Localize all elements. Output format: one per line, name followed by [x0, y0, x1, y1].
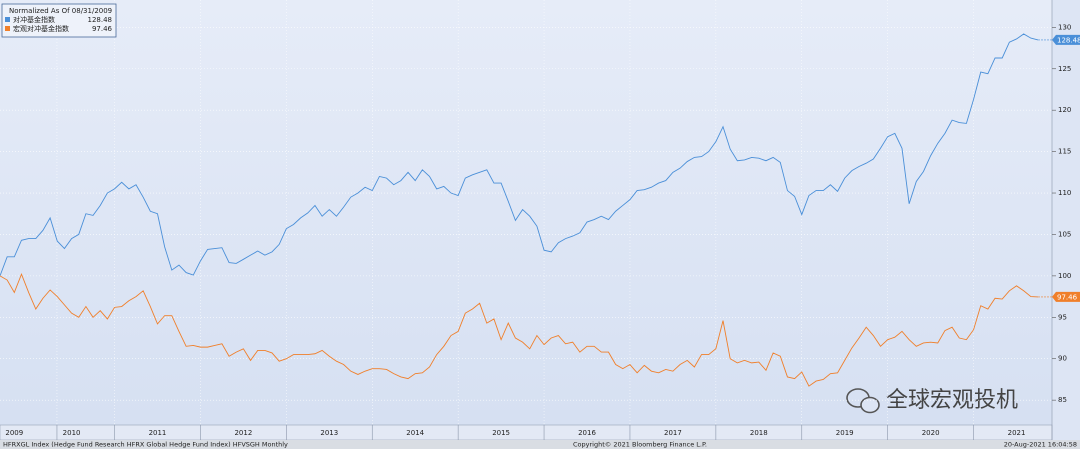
legend-value: 128.48	[88, 16, 113, 24]
legend-swatch	[5, 17, 10, 22]
x-tick-label: 2014	[406, 429, 424, 437]
x-tick-label: 2012	[234, 429, 252, 437]
legend-title: Normalized As Of 08/31/2009	[9, 7, 112, 15]
footer-right: 20-Aug-2021 16:04:58	[1004, 441, 1077, 449]
x-tick-label: 2015	[492, 429, 510, 437]
legend-label: 对冲基金指数	[13, 15, 55, 24]
x-tick-label: 2016	[578, 429, 596, 437]
legend-swatch	[5, 26, 10, 31]
y-tick-label: 110	[1058, 189, 1071, 197]
last-value-label: 97.46	[1057, 293, 1078, 301]
legend-value: 97.46	[92, 25, 113, 33]
last-value-label: 128.48	[1057, 36, 1080, 44]
x-tick-label: 2013	[320, 429, 338, 437]
x-tick-label: 2009	[5, 429, 23, 437]
y-tick-label: 85	[1058, 396, 1067, 404]
watermark-text: 全球宏观投机	[886, 388, 1018, 413]
footer-bar	[0, 440, 1080, 449]
footer-center: Copyright© 2021 Bloomberg Finance L.P.	[573, 441, 707, 449]
x-tick-label: 2019	[836, 429, 854, 437]
legend-box	[1, 3, 117, 38]
y-tick-label: 100	[1058, 272, 1071, 280]
x-tick-label: 2020	[922, 429, 940, 437]
legend-label: 宏观对冲基金指数	[13, 24, 69, 33]
grid	[0, 0, 1052, 425]
y-tick-label: 120	[1058, 106, 1071, 114]
y-tick-label: 90	[1058, 355, 1067, 363]
x-tick-label: 2011	[149, 429, 167, 437]
y-tick-label: 95	[1058, 313, 1067, 321]
wechat-icon	[860, 396, 880, 414]
y-tick-label: 105	[1058, 230, 1071, 238]
footer-left: HFRXGL Index (Hedge Fund Research HFRX G…	[3, 441, 288, 449]
x-tick-label: 2021	[1008, 429, 1026, 437]
series-line	[0, 33, 1039, 277]
x-tick-label: 2010	[63, 429, 81, 437]
legend: Normalized As Of 08/31/2009 对冲基金指数 128.48…	[1, 3, 117, 38]
series-line	[0, 272, 1039, 387]
watermark: 全球宏观投机	[846, 388, 1018, 414]
last-value-box	[1052, 34, 1080, 45]
x-tick-label: 2018	[750, 429, 768, 437]
y-tick-label: 125	[1058, 65, 1071, 73]
y-tick-label: 115	[1058, 148, 1071, 156]
y-tick-label: 130	[1058, 23, 1071, 31]
x-tick-label: 2017	[664, 429, 682, 437]
last-value-box	[1052, 291, 1080, 302]
